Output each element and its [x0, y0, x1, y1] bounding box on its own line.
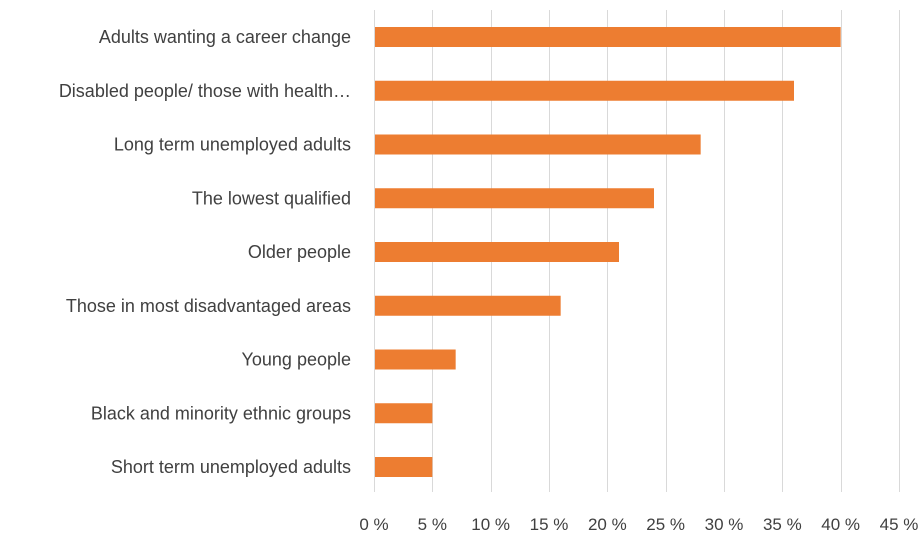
x-tick-labels: 0 % 5 % 10 % 15 % 20 % 25 % 30 % 35 % 40 % 45 %	[359, 515, 918, 534]
bar	[375, 80, 794, 101]
category-label: Black and minority ethnic groups	[91, 403, 351, 423]
category-labels: Adults wanting a career change Disabled p…	[59, 27, 351, 477]
x-tick-label: 15 %	[530, 515, 569, 534]
bar	[375, 242, 619, 262]
category-label: Those in most disadvantaged areas	[66, 296, 351, 316]
category-label: Adults wanting a career change	[99, 27, 351, 47]
category-label: Long term unemployed adults	[114, 135, 351, 155]
category-label: The lowest qualified	[192, 188, 351, 208]
x-tick-label: 45 %	[880, 515, 919, 534]
category-label: Disabled people/ those with health…	[59, 81, 351, 101]
bar	[375, 188, 654, 209]
bar	[375, 403, 433, 424]
x-tick-label: 5 %	[418, 515, 447, 534]
x-tick-label: 0 %	[359, 515, 388, 534]
x-tick-label: 25 %	[646, 515, 685, 534]
x-tick-label: 35 %	[763, 515, 802, 534]
bar	[375, 349, 456, 370]
category-label: Young people	[242, 350, 351, 370]
category-label: Short term unemployed adults	[111, 457, 351, 477]
bar	[375, 134, 701, 155]
bars	[375, 27, 841, 477]
bar	[375, 457, 433, 477]
x-tick-label: 10 %	[471, 515, 510, 534]
bar	[375, 27, 841, 47]
bar	[375, 295, 561, 316]
x-tick-label: 20 %	[588, 515, 627, 534]
x-tick-label: 30 %	[705, 515, 744, 534]
x-tick-label: 40 %	[821, 515, 860, 534]
category-label: Older people	[248, 242, 351, 262]
